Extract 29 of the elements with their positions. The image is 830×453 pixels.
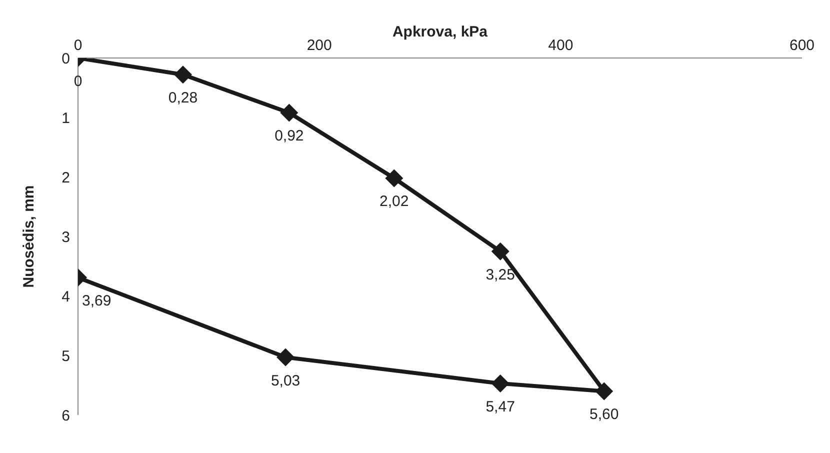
data-label: 2,02 bbox=[380, 193, 409, 210]
data-label: 5,60 bbox=[590, 406, 619, 424]
y-axis-title: Nuosėdis, mm bbox=[20, 185, 38, 288]
y-tick-label: 4 bbox=[62, 288, 70, 306]
x-axis-title: Apkrova, kPa bbox=[392, 24, 488, 41]
y-tick-label: 5 bbox=[62, 348, 70, 365]
x-tick-label: 400 bbox=[548, 37, 574, 54]
data-label: 3,69 bbox=[82, 292, 112, 310]
y-tick-label: 3 bbox=[62, 228, 70, 246]
point bbox=[280, 104, 298, 122]
x-tick-label: 200 bbox=[306, 37, 332, 54]
point bbox=[491, 374, 510, 392]
point bbox=[491, 242, 510, 260]
y-tick-label: 1 bbox=[62, 110, 70, 127]
data-label: 0 bbox=[74, 73, 82, 90]
y-tick-label: 6 bbox=[62, 407, 70, 424]
point bbox=[276, 348, 295, 366]
data-label: 0,92 bbox=[274, 128, 304, 145]
x-tick-label: 600 bbox=[789, 37, 815, 54]
point bbox=[385, 169, 404, 188]
data-label: 5,47 bbox=[486, 398, 515, 416]
point bbox=[595, 382, 614, 400]
data-label: 0,28 bbox=[168, 90, 198, 107]
data-label: 3,25 bbox=[486, 266, 515, 284]
data-label: 5,03 bbox=[270, 372, 300, 390]
point bbox=[174, 66, 192, 84]
y-tick-label: 2 bbox=[62, 169, 70, 186]
x-tick-label: 0 bbox=[74, 37, 82, 54]
y-tick-label: 0 bbox=[62, 50, 70, 68]
